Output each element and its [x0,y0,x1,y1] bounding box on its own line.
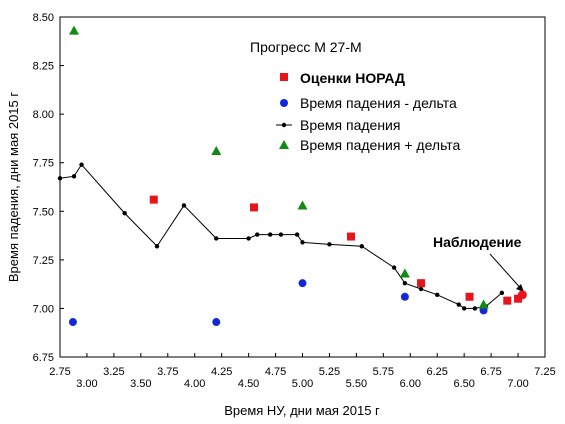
plus-delta-point [69,25,80,35]
fall-time-point [456,302,461,307]
x-tick-label: 5.50 [346,378,367,390]
x-tick-label: 4.00 [184,378,205,390]
x-tick-label: 3.00 [76,378,97,390]
x-tick-label: 5.75 [373,366,394,378]
legend: Оценки НОРАД Время падения - дельта Врем… [276,70,461,153]
y-tick-label: 6.75 [33,352,54,364]
x-tick-label: 5.00 [292,378,313,390]
y-tick-label: 8.50 [33,12,54,24]
y-tick-label: 7.50 [33,206,54,218]
x-tick-label: 2.75 [49,366,70,378]
norad-point [417,279,426,288]
x-axis-label: Время НУ, дни мая 2015 г [224,403,380,418]
fall-time-point [79,162,84,167]
x-tick-label: 7.25 [534,366,555,378]
series-layer [57,25,523,327]
series-2 [57,162,505,311]
fall-time-point [418,286,424,292]
y-tick-label: 7.75 [33,158,54,170]
fall-time-point [294,232,300,237]
legend-marker-fall-time [281,122,287,128]
x-tick-label: 6.25 [427,366,448,378]
x-tick-label: 6.75 [480,366,501,378]
legend-label-minus-delta: Время падения - дельта [300,95,457,111]
fall-time-point [391,265,397,270]
legend-marker-norad [280,73,288,81]
fall-time-point [255,232,260,237]
minus-delta-point [298,279,307,288]
fall-time-point [154,244,160,249]
minus-delta-point [400,292,409,301]
norad-point [465,292,474,301]
norad-point [514,294,523,303]
x-tick-label: 4.75 [265,366,286,378]
fall-time-point [214,236,219,241]
annotation-label: Наблюдение [433,234,522,250]
y-tick-label: 8.25 [33,61,54,73]
plus-delta-point [297,200,308,210]
fall-time-point [57,176,63,181]
legend-label-norad: Оценки НОРАД [300,70,405,86]
legend-label-fall-time: Время падения [300,117,400,133]
fall-time-point [278,232,284,237]
x-tick-label: 3.75 [157,366,178,378]
fall-time-point [359,244,364,249]
x-axis-ticks: 2.75 3.00 3.25 3.50 3.75 4.00 4.25 4.50 4.75 5.00… [49,353,556,390]
chart-title: Прогресс М 27-М [250,39,362,55]
norad-point [250,203,258,212]
norad-point [149,195,158,204]
series-0 [149,195,523,305]
y-axis-label: Время падения, дни мая 2015 г [6,92,21,282]
plus-delta-point [211,146,222,156]
fall-time-point [472,306,478,311]
annotation-arrow [489,253,525,293]
y-tick-label: 8.00 [33,109,54,121]
x-tick-label: 5.25 [319,366,340,378]
x-tick-label: 4.50 [238,378,259,390]
x-tick-label: 3.25 [103,366,124,378]
fall-time-point [300,240,305,245]
x-tick-label: 4.25 [211,366,232,378]
fall-time-point [122,211,127,216]
observation-point [517,290,527,300]
x-tick-label: 3.50 [130,378,151,390]
fall-time-point [181,203,187,208]
norad-point [347,232,355,241]
legend-marker-minus-delta [280,99,288,107]
minus-delta-point [68,318,77,327]
plot-area [59,16,546,358]
y-tick-label: 7.00 [33,303,54,315]
x-tick-label: 7.00 [507,378,528,390]
norad-point [503,296,512,305]
fall-time-point [71,174,77,179]
legend-marker-plus-delta [279,140,289,149]
fall-time-point [402,280,408,286]
y-axis-ticks: 6.75 7.00 7.25 7.50 7.75 8.00 8.25 8.50 [33,12,64,364]
legend-label-plus-delta: Время падения + дельта [300,137,461,153]
fall-time-point [246,236,251,241]
x-tick-label: 6.50 [453,378,474,390]
annotation-arrowhead [516,284,524,292]
fall-time-point [461,306,467,311]
series-3 [69,25,489,309]
y-tick-label: 7.25 [33,255,54,267]
x-tick-label: 6.00 [400,378,421,390]
minus-delta-point [212,318,221,327]
fall-time-point [435,292,440,298]
fall-time-point [499,290,505,296]
fall-time-point [327,242,332,247]
fall-time-point [267,232,273,237]
plus-delta-point [399,268,410,278]
plus-delta-point [478,299,489,309]
